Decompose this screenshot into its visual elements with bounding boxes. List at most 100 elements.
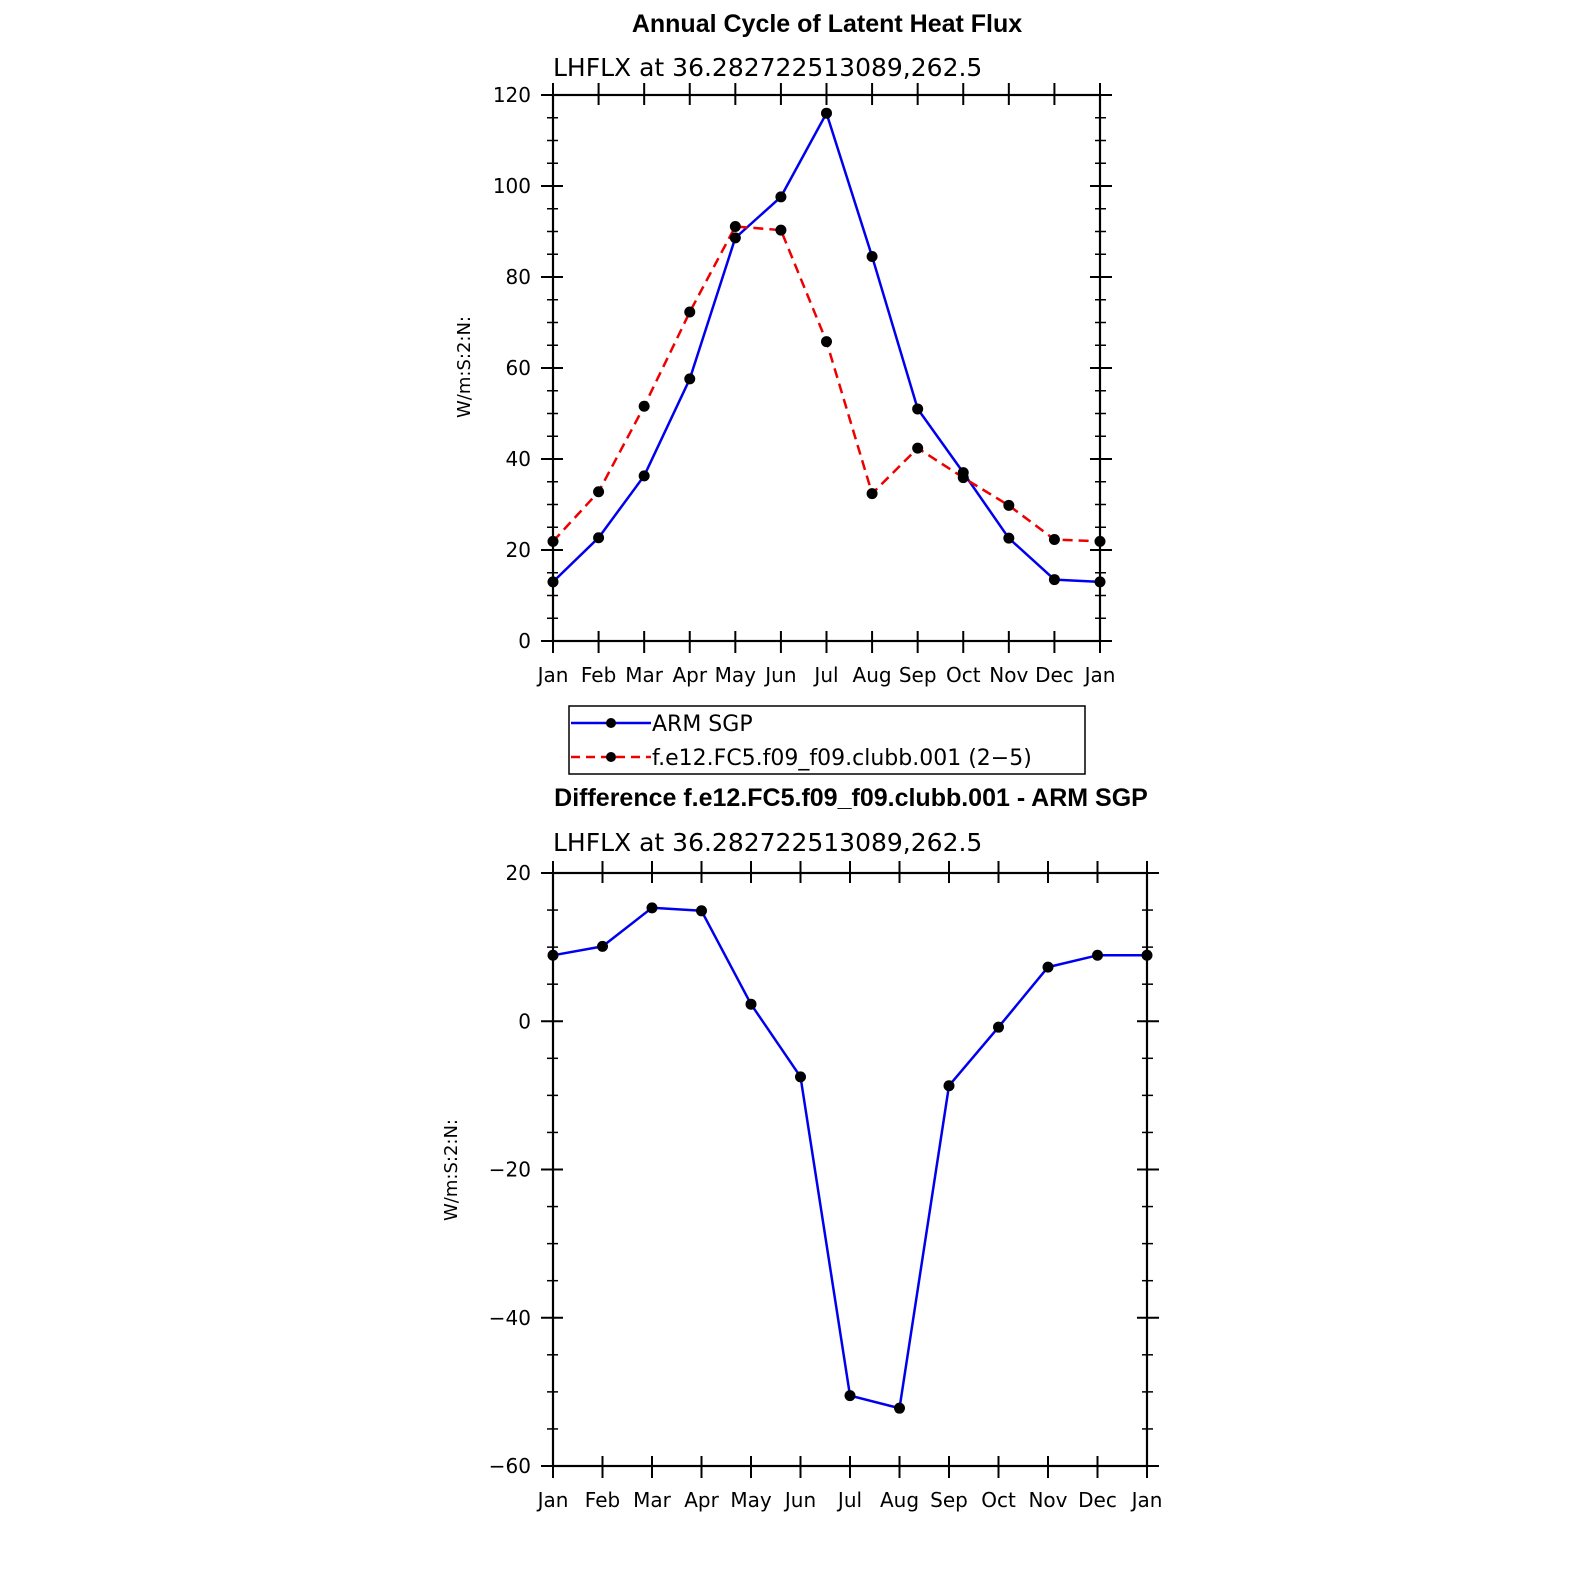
- y-tick-label: 20: [506, 538, 531, 562]
- x-tick-label: Dec: [1035, 663, 1074, 687]
- data-point: [844, 1390, 856, 1402]
- data-point: [1048, 574, 1060, 586]
- y-tick-label: −60: [489, 1454, 531, 1478]
- data-point: [1094, 535, 1106, 547]
- y-tick-label: 120: [493, 83, 531, 107]
- x-tick-label: Sep: [930, 1488, 968, 1512]
- axes-frame: −60 −40 −20 0 20 Jan Feb Mar Apr May Jun Jul Aug Sep O…: [489, 861, 1163, 1512]
- plot-frame: [551, 93, 1102, 643]
- y-tick-label: −40: [489, 1306, 531, 1330]
- data-point: [775, 191, 787, 203]
- x-tick-label: Mar: [625, 663, 664, 687]
- chart-title: Difference f.e12.FC5.f09_f09.clubb.001 -…: [554, 784, 1148, 812]
- y-tick-label: 40: [506, 447, 531, 471]
- legend-label-arm-sgp: ARM SGP: [652, 712, 753, 737]
- data-point: [684, 306, 696, 318]
- x-tick-label: Jan: [536, 1488, 569, 1512]
- data-point: [597, 940, 608, 952]
- x-tick-label: Jun: [763, 663, 796, 687]
- legend-marker-model: [606, 752, 616, 762]
- y-tick-label: 0: [518, 629, 531, 653]
- data-point: [593, 532, 605, 544]
- data-point: [1141, 949, 1153, 961]
- legend: ARM SGP f.e12.FC5.f09_f09.clubb.001 (2−5…: [568, 705, 1086, 775]
- legend-item-model: f.e12.FC5.f09_f09.clubb.001 (2−5): [571, 746, 1032, 771]
- data-point: [638, 470, 650, 482]
- x-tick-label: Sep: [899, 663, 937, 687]
- legend-item-arm-sgp: ARM SGP: [571, 712, 753, 737]
- data-point: [912, 403, 924, 415]
- legend-box: [568, 705, 1086, 775]
- y-tick-label: −20: [489, 1158, 531, 1182]
- difference-chart: Difference f.e12.FC5.f09_f09.clubb.001 -…: [441, 784, 1162, 1512]
- data-point: [1092, 949, 1103, 961]
- x-tick-label: Nov: [1028, 1488, 1067, 1512]
- legend-marker-arm-sgp: [606, 718, 616, 728]
- data-point: [684, 373, 696, 385]
- data-point: [821, 336, 832, 348]
- x-tick-label: Oct: [946, 663, 981, 687]
- legend-label-model: f.e12.FC5.f09_f09.clubb.001 (2−5): [652, 746, 1032, 771]
- data-point: [638, 400, 650, 412]
- y-tick-label: 0: [518, 1009, 531, 1033]
- y-axis-label: W/m:S:2:N:: [441, 1119, 462, 1221]
- x-tick-label: Aug: [853, 663, 892, 687]
- data-point: [745, 998, 757, 1010]
- data-point: [943, 1080, 955, 1092]
- x-tick-label: Mar: [633, 1488, 672, 1512]
- data-point: [646, 902, 658, 914]
- data-point: [1042, 961, 1054, 973]
- x-tick-label: Feb: [581, 663, 616, 687]
- data-point: [1003, 499, 1015, 511]
- x-tick-label: Nov: [989, 663, 1028, 687]
- data-point: [696, 905, 707, 917]
- plot-marks: [547, 902, 1153, 1414]
- x-tick-label: Jan: [1083, 663, 1116, 687]
- plot-frame: [551, 871, 1149, 1468]
- x-tick-label: Jan: [1130, 1488, 1163, 1512]
- data-point: [866, 488, 878, 500]
- data-point: [912, 442, 924, 454]
- x-tick-label: Feb: [585, 1488, 620, 1512]
- x-tick-label: May: [730, 1488, 772, 1512]
- x-tick-label: Aug: [880, 1488, 919, 1512]
- data-point: [547, 576, 559, 588]
- plot-marks: [547, 107, 1106, 588]
- annual-cycle-chart: Annual Cycle of Latent Heat Flux LHFLX a…: [454, 10, 1115, 687]
- y-tick-label: 20: [506, 861, 531, 885]
- series-line-0: [552, 906, 1147, 1410]
- data-point: [547, 949, 559, 961]
- y-axis-label: W/m:S:2:N:: [454, 316, 475, 418]
- data-point: [795, 1071, 806, 1083]
- data-point: [775, 224, 787, 236]
- data-point: [729, 220, 741, 232]
- y-tick-label: 100: [493, 174, 531, 198]
- data-point: [957, 472, 969, 484]
- data-point: [866, 251, 878, 263]
- data-point: [729, 232, 741, 244]
- x-tick-label: Oct: [981, 1488, 1016, 1512]
- x-tick-label: Apr: [684, 1488, 719, 1512]
- x-tick-label: Jan: [536, 663, 569, 687]
- series-line-1: [552, 225, 1101, 543]
- chart-subtitle: LHFLX at 36.282722513089,262.5: [553, 828, 982, 857]
- x-tick-label: Jun: [783, 1488, 816, 1512]
- y-tick-label: 80: [506, 265, 531, 289]
- x-tick-label: Apr: [672, 663, 707, 687]
- data-point: [1094, 576, 1106, 588]
- y-tick-label: 60: [506, 356, 531, 380]
- x-tick-label: Dec: [1078, 1488, 1117, 1512]
- data-point: [894, 1402, 905, 1414]
- data-point: [821, 107, 832, 119]
- x-tick-label: Jul: [836, 1488, 862, 1512]
- data-point: [993, 1021, 1004, 1033]
- data-point: [593, 486, 605, 498]
- chart-title: Annual Cycle of Latent Heat Flux: [632, 10, 1022, 38]
- axes-frame: 0 20 40 60 80 100 120 Jan Feb Mar Apr May Jun Jul Aug S…: [493, 83, 1116, 687]
- x-tick-label: May: [715, 663, 757, 687]
- data-point: [1003, 532, 1015, 544]
- data-point: [1048, 534, 1060, 546]
- chart-subtitle: LHFLX at 36.282722513089,262.5: [553, 53, 982, 82]
- x-tick-label: Jul: [812, 663, 838, 687]
